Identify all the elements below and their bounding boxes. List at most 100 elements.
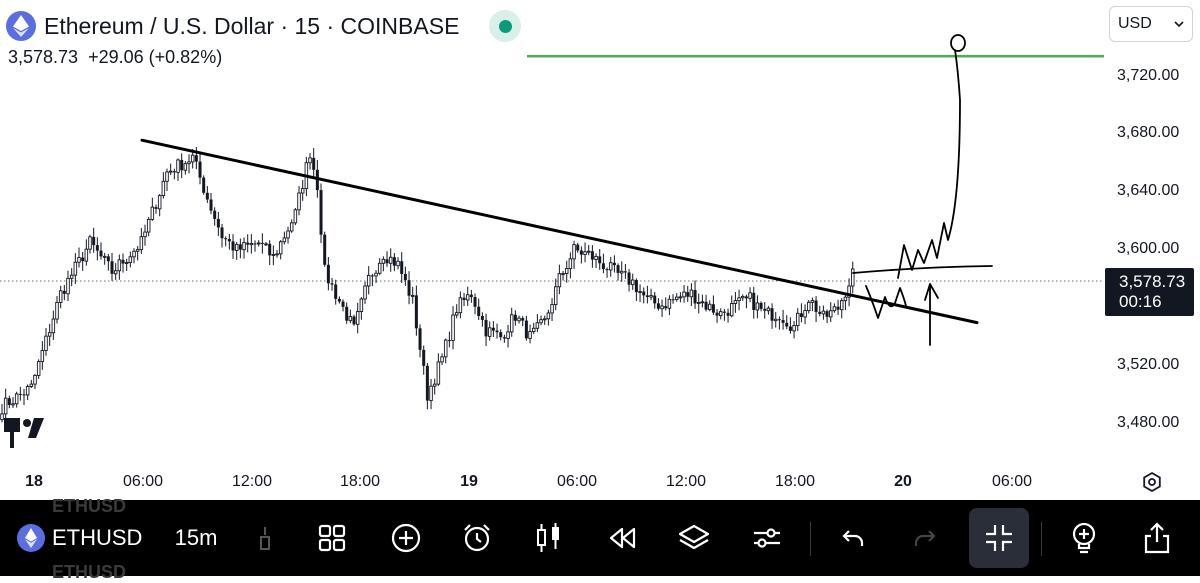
candle-body-down [326,264,330,284]
candle-body-down [260,242,264,244]
candle [612,255,616,273]
undo-icon[interactable] [827,514,879,562]
currency-selector[interactable]: USD [1109,6,1193,42]
candle [693,280,697,309]
candle-body-down [7,398,11,405]
candle-body-up [73,261,78,276]
candle [572,240,576,269]
candle [345,302,349,324]
candle-body-up [150,206,155,220]
candle [319,183,323,244]
candle-body-up [249,243,254,246]
candle-body-down [473,297,477,307]
candle-body-down [352,316,356,325]
candle [785,315,789,330]
candle-body-down [392,257,396,266]
candle [139,228,144,254]
settings-icon[interactable] [1138,468,1166,496]
candle [561,270,565,281]
candle-body-down [18,393,22,395]
candle [128,251,133,268]
candles-icon[interactable] [523,514,575,562]
candle [224,236,228,247]
candle [553,278,558,311]
candle [392,253,396,272]
candle-body-up [564,268,569,274]
collapse-icon[interactable] [969,508,1029,568]
candle [3,388,8,420]
candle-body-up [773,318,778,322]
candle [616,263,620,281]
time-tick-label: 19 [460,473,478,490]
candle-body-down [209,199,213,211]
symbol-button[interactable]: ETHUSD [16,514,148,562]
candle-body-up [275,253,279,256]
tv-logo-watermark [23,419,31,427]
candle-body-down [194,155,198,162]
candle-body-up [3,397,8,415]
candle-body-down [62,290,66,294]
alert-clock-icon[interactable] [451,514,503,562]
candle [755,295,760,319]
candle [465,286,470,306]
candle [425,362,429,410]
candle [33,373,37,390]
candle [268,240,272,265]
time-tick-label: 12:00 [231,473,273,490]
candle [209,192,213,215]
candle [557,264,562,295]
candle [161,172,166,199]
currency-value: USD [1118,15,1152,32]
price-chart[interactable] [0,0,1200,500]
candle [11,397,15,408]
replay-icon[interactable] [596,514,648,562]
candle-body-down [121,259,125,264]
candle-body-up [69,274,74,279]
sliders-icon[interactable] [741,514,793,562]
candle-body-up [436,361,441,385]
candle [62,285,66,301]
layers-icon[interactable] [668,514,720,562]
candle-body-up [509,314,514,333]
candle-body-up [649,295,653,298]
candle-body-up [187,161,191,165]
indicators-icon[interactable] [306,514,358,562]
candle-body-up [553,286,558,306]
sketch-target-circle [950,34,966,52]
candle-body-down [627,272,631,285]
candle-body-down [253,243,257,245]
candle [777,316,781,330]
candle-body-up [568,258,573,270]
ethereum-icon [6,11,36,41]
candle-body-down [220,227,224,239]
interval-button[interactable]: 15m [168,514,224,562]
bottom-toolbar: ETHUSD ETHUSD ETHUSD 15m [0,496,1200,582]
redo-icon[interactable] [899,514,951,562]
candle [729,295,734,318]
candle [278,240,283,260]
candle-body-up [278,241,283,255]
candle [576,242,580,253]
candle-body-up [363,285,367,300]
candle-body-up [528,331,532,339]
candle-body-up [674,296,679,300]
candle [205,186,209,203]
candle-body-down [671,299,675,301]
candle-body-down [447,340,451,342]
candle [198,153,202,185]
candle [832,303,837,313]
candle-body-down [422,349,426,366]
add-icon[interactable] [380,514,432,562]
drawing-tool-ghost [256,514,276,562]
candle [491,321,495,338]
candle-body-down [495,330,499,333]
ideas-icon[interactable] [1058,514,1110,562]
candle-body-up [84,248,89,262]
candle [355,302,360,334]
candle [113,263,118,280]
market-status-indicator[interactable] [489,10,522,42]
candle-body-up [410,294,415,297]
candle [69,268,74,287]
symbol-title[interactable]: Ethereum / U.S. Dollar · 15 · COINBASE [44,12,460,39]
share-icon[interactable] [1131,514,1183,562]
